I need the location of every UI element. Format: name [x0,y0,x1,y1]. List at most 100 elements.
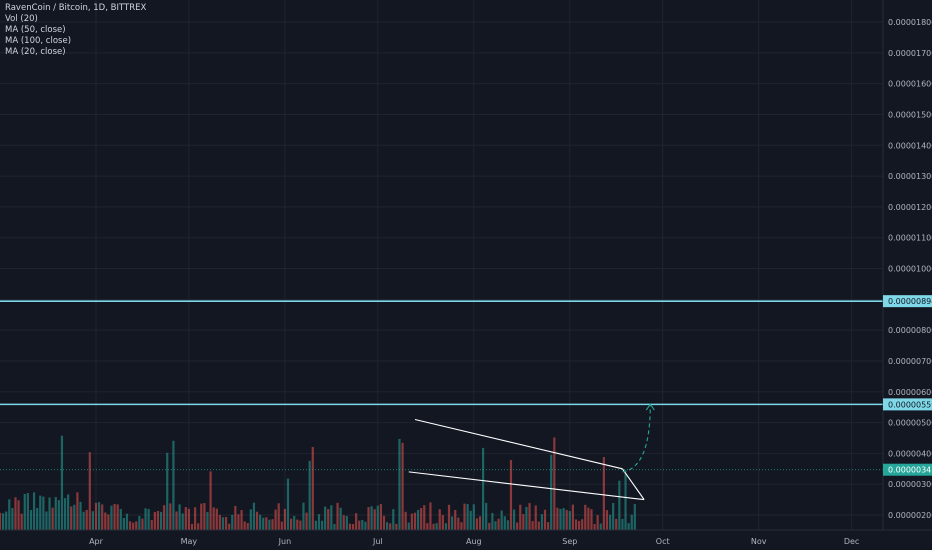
volume-bar [197,523,200,530]
volume-bar [599,523,602,530]
volume-bar [438,509,441,530]
volume-bar [423,505,426,530]
volume-bar [274,509,277,530]
volume-bar [426,523,429,530]
y-tick-label: 0.00001800 [888,18,932,27]
price-label-level: 0.00000559 [883,398,932,411]
volume-bar [596,515,599,530]
y-tick-label: 0.00001000 [888,265,932,274]
chart-legend: RavenCoin / Bitcoin, 1D, BITTREX Vol (20… [5,3,146,58]
volume-bar [60,435,64,530]
volume-bar [512,509,516,530]
x-tick-label: Dec [844,537,859,546]
volume-bar [404,511,407,530]
volume-bar [190,523,194,530]
volume-bar [132,522,135,530]
volume-bar [327,509,330,530]
volume-bar [565,509,568,530]
volume-bar [218,514,221,530]
volume-bar [444,523,448,530]
forecast-arrow[interactable] [622,404,651,473]
volume-bar [39,495,42,530]
volume-bar [147,509,150,530]
volume-bar [342,515,345,530]
y-tick-label: 0.00000700 [888,357,932,366]
wedge-upper-line[interactable] [414,418,623,470]
volume-bar [413,512,417,530]
volume-bar [407,522,410,530]
volume-bar [138,516,141,530]
volume-bar [612,502,615,530]
y-tick-label: 0.00000500 [888,419,932,428]
volume-bar [451,516,454,530]
volume-bar [206,511,209,530]
volume-bar [221,517,225,530]
volume-bar [97,502,101,530]
volume-bar [503,516,506,530]
time-axis[interactable]: Apr May Jun Jul Aug Sep Oct Nov Dec [0,529,932,546]
volume-bar [345,516,348,530]
volume-bar [178,504,181,530]
volume-bar [506,520,509,530]
volume-bar [571,504,574,530]
volume-bar [234,505,237,530]
volume-bar [457,517,460,530]
volume-bar [593,523,596,530]
wedge-lower-line[interactable] [408,471,645,501]
legend-ma20: MA (20, close) [5,47,66,57]
volume-bar [88,452,91,530]
x-tick-label: Oct [656,537,670,546]
volume-bar [420,508,423,530]
volume-bar [32,492,36,530]
x-tick-label: May [181,537,198,546]
x-tick-label: Apr [89,537,104,546]
volume-bar [553,437,556,530]
volume-bar [224,517,228,530]
y-tick-label: 0.00001300 [888,172,932,181]
volume-bar [466,504,469,530]
volume-bar [574,519,578,530]
volume-bar [534,505,537,530]
volume-bar [543,509,547,530]
volume-bar [277,503,280,530]
volume-bar [113,503,116,530]
volume-bar [51,507,54,530]
volume-bar [416,509,420,530]
volume-bar [550,454,553,530]
volume-bar [624,472,627,530]
volume-bar [231,514,234,530]
wedge-apex-line[interactable] [621,468,645,500]
legend-vol: Vol (20) [5,14,38,24]
volume-bar [370,506,373,530]
volume-bar [286,478,290,530]
volume-bar [76,492,79,530]
y-tick-label: 0.00001100 [888,234,932,243]
volume-bar [562,508,565,530]
volume-bar [516,522,519,530]
volume-bar [491,512,494,530]
volume-bar [122,517,125,530]
volume-bar [615,518,618,530]
volume-bar [537,521,540,530]
volume-bar [169,503,172,530]
volume-bar [85,509,88,530]
volume-bar [389,523,392,530]
volume-bar [252,502,256,530]
volume-bar [283,508,286,530]
volume-bar [70,506,73,530]
horizontal-levels [0,300,883,471]
volume-bar [289,518,293,530]
volume-bar [79,501,82,530]
volume-bar [519,504,522,530]
volume-bar [29,510,33,530]
volume-bar [308,460,311,530]
volume-bar [82,511,85,530]
volume-bar [460,522,463,530]
volume-bar [348,523,352,530]
volume-bar [255,511,259,530]
volume-bar [556,507,559,530]
x-tick-label: Jun [278,537,292,546]
price-axis[interactable]: 0.00001800 0.00001700 0.00001600 0.00001500… [882,0,932,530]
